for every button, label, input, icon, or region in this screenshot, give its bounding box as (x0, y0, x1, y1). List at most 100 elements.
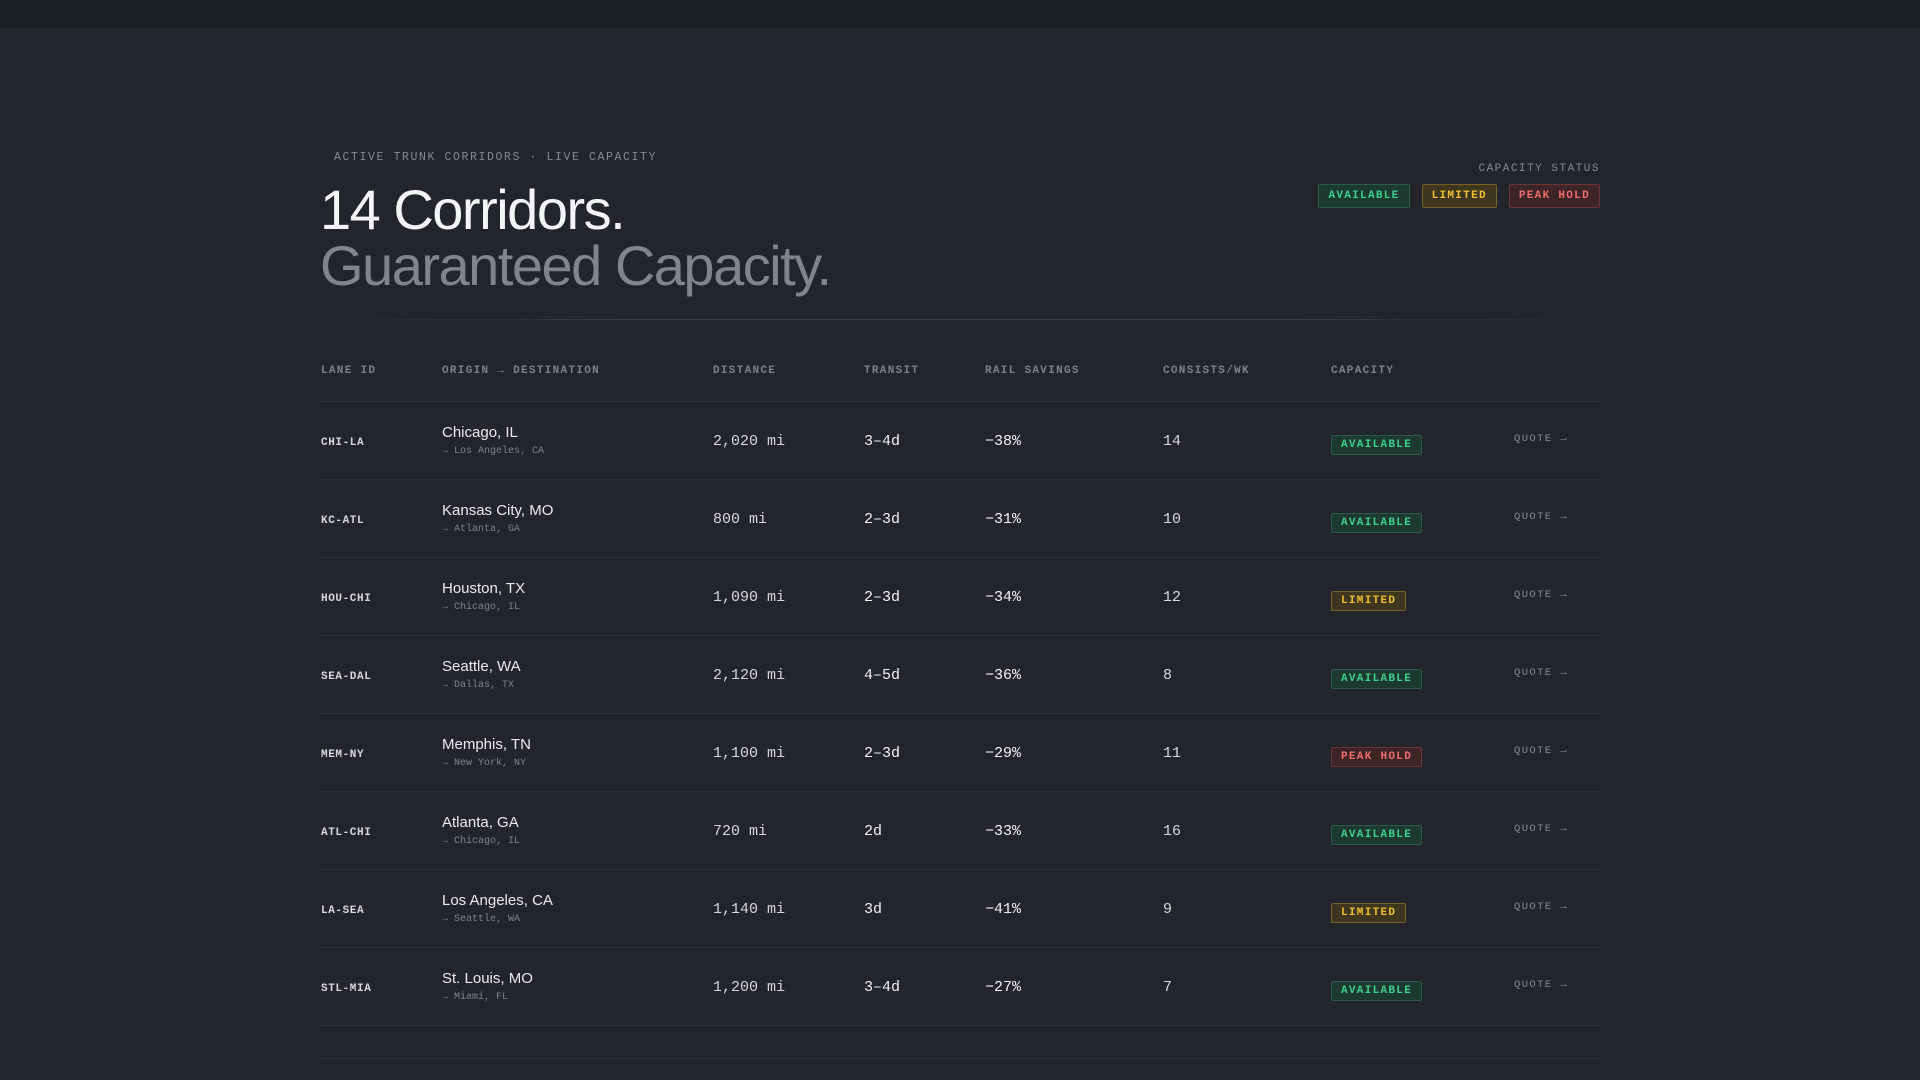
table-row[interactable]: MEM-NY Memphis, TN → New York, NY 1,100 mi 2… (320, 714, 1600, 792)
capacity-cell: AVAILABLE (1331, 824, 1423, 845)
lane-id: HOU-CHI (321, 593, 372, 605)
origin-city: St. Louis, MO (442, 970, 533, 987)
lane-id: STL-MIA (321, 983, 372, 995)
column-header-origin-destination: ORIGIN → DESTINATION (442, 365, 601, 377)
rail-savings-value: −38% (985, 433, 1022, 450)
capacity-cell: AVAILABLE (1331, 512, 1423, 533)
origin-city: Chicago, IL (442, 424, 518, 441)
destination-city: → Seattle, WA (442, 914, 521, 925)
section-eyebrow: ACTIVE TRUNK CORRIDORS · LIVE CAPACITY (334, 151, 658, 164)
capacity-status-label: CAPACITY STATUS (1478, 163, 1600, 175)
consists-value: 11 (1163, 745, 1182, 762)
capacity-cell: AVAILABLE (1331, 434, 1423, 455)
rail-savings-value: −33% (985, 823, 1022, 840)
destination-city: → Dallas, TX (442, 680, 515, 691)
origin-city: Los Angeles, CA (442, 892, 553, 909)
quote-link[interactable]: QUOTE → (1514, 979, 1568, 991)
table-row[interactable]: ATL-CHI Atlanta, GA → Chicago, IL 720 mi 2d −… (320, 792, 1600, 870)
table-row[interactable]: STL-MIA St. Louis, MO → Miami, FL 1,200 mi 3… (320, 948, 1600, 1026)
column-header-lane-id: LANE ID (321, 365, 377, 377)
consists-value: 8 (1163, 667, 1173, 684)
distance-value: 720 mi (713, 823, 768, 840)
column-header-capacity: CAPACITY (1331, 365, 1395, 377)
legend-limited-badge: LIMITED (1421, 184, 1497, 208)
consists-value: 16 (1163, 823, 1182, 840)
rail-savings-value: −29% (985, 745, 1022, 762)
capacity-status-badge: PEAK HOLD (1331, 747, 1423, 767)
table-row[interactable]: CHI-LA Chicago, IL → Los Angeles, CA 2,020 … (320, 402, 1600, 480)
lane-id: MEM-NY (321, 749, 365, 761)
transit-value: 2–3d (864, 745, 901, 762)
table-row[interactable]: HOU-CHI Houston, TX → Chicago, IL 1,090 mi 2… (320, 558, 1600, 636)
quote-link[interactable]: QUOTE → (1514, 823, 1568, 835)
origin-city: Memphis, TN (442, 736, 531, 753)
rail-savings-value: −34% (985, 589, 1022, 606)
quote-link[interactable]: QUOTE → (1514, 901, 1568, 913)
destination-city: → New York, NY (442, 758, 527, 769)
transit-value: 2d (864, 823, 883, 840)
capacity-status-badge: LIMITED (1331, 591, 1407, 611)
distance-value: 1,200 mi (713, 979, 786, 996)
column-header-distance: DISTANCE (713, 365, 777, 377)
lane-id: ATL-CHI (321, 827, 372, 839)
capacity-cell: AVAILABLE (1331, 980, 1423, 1001)
capacity-cell: LIMITED (1331, 590, 1407, 611)
transit-value: 3–4d (864, 979, 901, 996)
consists-value: 14 (1163, 433, 1182, 450)
column-header-transit: TRANSIT (864, 365, 920, 377)
quote-link[interactable]: QUOTE → (1514, 745, 1568, 757)
origin-city: Houston, TX (442, 580, 526, 597)
transit-value: 2–3d (864, 511, 901, 528)
quote-link[interactable]: QUOTE → (1514, 511, 1568, 523)
distance-value: 2,020 mi (713, 433, 786, 450)
distance-value: 1,140 mi (713, 901, 786, 918)
page-subtitle: Guaranteed Capacity. (320, 234, 832, 297)
legend-peak-hold-badge: PEAK HOLD (1508, 184, 1600, 208)
origin-city: Atlanta, GA (442, 814, 519, 831)
header-divider (320, 319, 1600, 320)
column-header-consists: CONSISTS/WK (1163, 365, 1250, 377)
destination-city: → Chicago, IL (442, 836, 521, 847)
consists-value: 10 (1163, 511, 1182, 528)
destination-city: → Los Angeles, CA (442, 446, 545, 457)
lane-id: LA-SEA (321, 905, 365, 917)
lane-id: SEA-DAL (321, 671, 372, 683)
capacity-cell: LIMITED (1331, 902, 1407, 923)
table-header: LANE ID ORIGIN → DESTINATION DISTANCE TR… (320, 365, 1600, 402)
distance-value: 1,090 mi (713, 589, 786, 606)
capacity-cell: AVAILABLE (1331, 668, 1423, 689)
corridors-table: LANE ID ORIGIN → DESTINATION DISTANCE TR… (320, 365, 1600, 1026)
quote-link[interactable]: QUOTE → (1514, 589, 1568, 601)
origin-city: Seattle, WA (442, 658, 521, 675)
quote-link[interactable]: QUOTE → (1514, 433, 1568, 445)
transit-value: 4–5d (864, 667, 901, 684)
table-row[interactable]: LA-SEA Los Angeles, CA → Seattle, WA 1,140 … (320, 870, 1600, 948)
quote-link[interactable]: QUOTE → (1514, 667, 1568, 679)
corridors-section: ACTIVE TRUNK CORRIDORS · LIVE CAPACITY 1… (320, 150, 1600, 1059)
capacity-status-legend: CAPACITY STATUS AVAILABLE LIMITED PEAK H… (1318, 163, 1600, 208)
table-body: CHI-LA Chicago, IL → Los Angeles, CA 2,020 … (320, 402, 1600, 1026)
distance-value: 2,120 mi (713, 667, 786, 684)
distance-value: 800 mi (713, 511, 768, 528)
page-title: 14 Corridors. (320, 178, 626, 241)
transit-value: 2–3d (864, 589, 901, 606)
rail-savings-value: −27% (985, 979, 1022, 996)
destination-city: → Chicago, IL (442, 602, 521, 613)
capacity-status-badge: AVAILABLE (1331, 825, 1423, 845)
table-row[interactable]: KC-ATL Kansas City, MO → Atlanta, GA 800 mi… (320, 480, 1600, 558)
distance-value: 1,100 mi (713, 745, 786, 762)
lane-id: CHI-LA (321, 437, 365, 449)
table-bottom-divider (320, 1058, 1600, 1059)
legend-badges: AVAILABLE LIMITED PEAK HOLD (1318, 184, 1600, 208)
capacity-status-badge: AVAILABLE (1331, 435, 1423, 455)
legend-available-badge: AVAILABLE (1318, 184, 1410, 208)
rail-savings-value: −41% (985, 901, 1022, 918)
transit-value: 3d (864, 901, 883, 918)
rail-savings-value: −31% (985, 511, 1022, 528)
consists-value: 7 (1163, 979, 1173, 996)
capacity-status-badge: LIMITED (1331, 903, 1407, 923)
capacity-cell: PEAK HOLD (1331, 746, 1423, 767)
table-row[interactable]: SEA-DAL Seattle, WA → Dallas, TX 2,120 mi 4–… (320, 636, 1600, 714)
capacity-status-badge: AVAILABLE (1331, 981, 1423, 1001)
column-header-rail-savings: RAIL SAVINGS (985, 365, 1080, 377)
